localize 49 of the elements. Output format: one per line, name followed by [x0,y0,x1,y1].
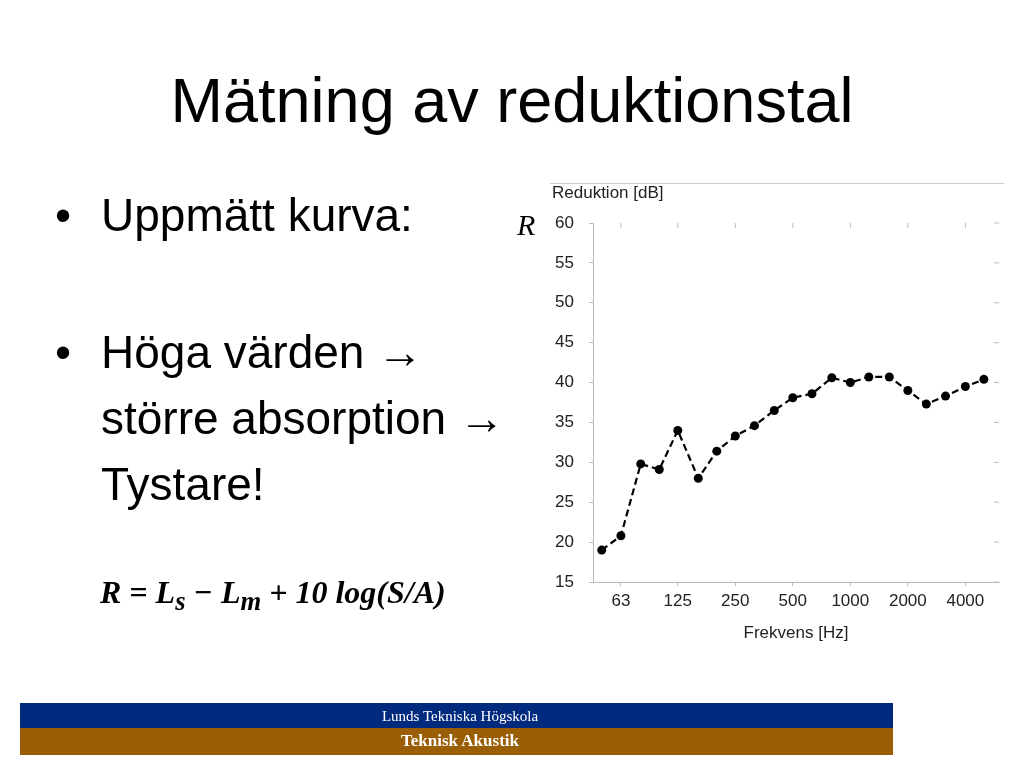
text: R [517,208,536,242]
y-tick-label: 30 [555,452,574,472]
point [921,399,931,409]
point [960,382,970,392]
point [788,393,798,403]
point [654,465,664,475]
point [636,459,646,469]
x-tick-label: 2000 [888,590,927,610]
point [903,386,913,396]
point [884,372,894,382]
point [807,389,817,399]
text: • [53,325,73,380]
y-tick-label: 45 [555,332,574,352]
y-tick-label: 15 [555,571,574,591]
point [597,545,607,555]
y-tick-label: 40 [555,372,574,392]
point [712,446,722,456]
point [673,425,683,435]
y-tick-label: 60 [555,212,574,232]
point [827,373,837,383]
x-tick-label: 250 [721,590,750,610]
point [749,421,759,431]
point [693,473,703,483]
point [864,372,874,382]
text: Uppmätt kurva: [101,188,413,243]
point [730,431,740,441]
point [941,391,951,401]
point [616,531,626,541]
x-axis-title: Frekvens [Hz] [743,623,849,643]
y-tick-label: 55 [555,252,574,272]
chart-title: Mätning av reduktionstal [169,64,855,137]
text: R = L$_{s}$ − L$_{m}$ + 10 log(S/A) [100,573,446,619]
x-tick-label: 63 [611,590,631,610]
y-tick-label: 35 [555,412,574,432]
x-tick-label: 125 [663,590,692,610]
x-tick-label: 500 [778,590,807,610]
point [769,405,779,415]
x-tick-label: 1000 [831,590,870,610]
y-axis-title: Reduktion [dB] [552,182,664,202]
point [979,374,989,384]
point [845,378,855,388]
text: Teknisk Akustik [400,730,520,752]
y-tick-label: 50 [555,292,574,312]
text: Höga värden → större absorption → Tystare! [101,325,505,512]
y-tick-label: 25 [555,491,574,511]
text: • [53,188,73,243]
x-tick-label: 4000 [946,590,985,610]
text: Lunds Tekniska Högskola [380,707,540,726]
y-tick-label: 20 [555,531,574,551]
